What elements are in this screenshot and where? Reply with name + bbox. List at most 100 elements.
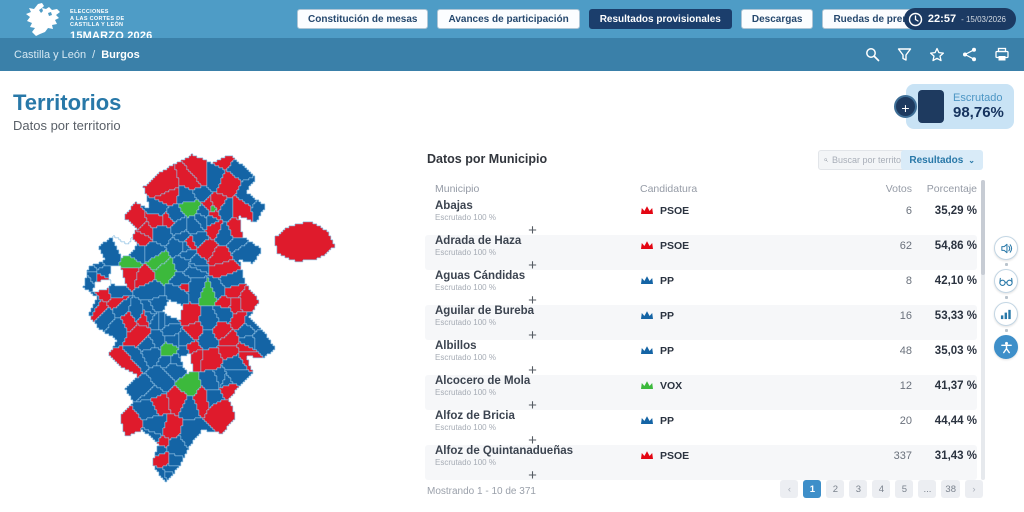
- votes-value: 20: [899, 415, 912, 427]
- expand-row-button[interactable]: +: [528, 397, 537, 414]
- expand-row-button[interactable]: +: [528, 292, 537, 309]
- share-icon[interactable]: [962, 47, 977, 62]
- expand-row-button[interactable]: +: [528, 222, 537, 239]
- expand-row-button[interactable]: +: [528, 467, 537, 484]
- divider-dot: [1004, 296, 1008, 299]
- results-dropdown[interactable]: Resultados ⌄: [901, 150, 983, 170]
- column-municipio: Municipio: [435, 183, 480, 195]
- scrollbar-thumb[interactable]: [981, 180, 985, 275]
- page-button-2[interactable]: 2: [826, 480, 845, 498]
- table-row[interactable]: Aguas Cándidas Escrutado 100 % PP 8 42,10 % +: [425, 270, 977, 309]
- party-cell: PSOE: [640, 450, 808, 463]
- municipality-data-panel: Datos por Municipio Resultados ⌄ Municip…: [425, 150, 985, 506]
- expand-row-button[interactable]: +: [528, 327, 537, 344]
- municipality-cell: Aguas Cándidas Escrutado 100 %: [425, 270, 640, 292]
- page-button-1[interactable]: 1: [803, 480, 822, 498]
- party-icon: [640, 415, 654, 428]
- table-row[interactable]: Abajas Escrutado 100 % PSOE 6 35,29 % +: [425, 200, 977, 239]
- prev-page-button[interactable]: ‹: [780, 480, 799, 498]
- clock-icon: [908, 12, 923, 26]
- party-cell: PP: [640, 345, 808, 358]
- logo-line3: CASTILLA Y LEÓN: [70, 22, 124, 28]
- chevron-down-icon: ⌄: [968, 155, 975, 165]
- party-label: PP: [660, 415, 675, 427]
- results-count: Mostrando 1 - 10 de 371: [427, 486, 536, 497]
- nav-button-2[interactable]: Resultados provisionales: [588, 9, 732, 29]
- party-crown-icon: [641, 205, 653, 214]
- municipality-name: Alcocero de Mola: [435, 375, 531, 387]
- municipality-scrutiny: Escrutado 100 %: [435, 213, 496, 222]
- page-button-3[interactable]: 3: [849, 480, 868, 498]
- party-label: PP: [660, 310, 675, 322]
- municipality-scrutiny: Escrutado 100 %: [435, 318, 496, 327]
- party-cell: PSOE: [640, 240, 808, 253]
- nav-button-1[interactable]: Avances de participación: [437, 9, 580, 29]
- expand-row-button[interactable]: +: [528, 362, 537, 379]
- percentage-value: 35,29 %: [934, 205, 977, 217]
- nav-button-0[interactable]: Constitución de mesas: [297, 9, 429, 29]
- reading-glasses-icon: [999, 277, 1013, 286]
- table-row[interactable]: Alfoz de Bricia Escrutado 100 % PP 20 44,44 …: [425, 410, 977, 449]
- party-crown-icon: [641, 240, 653, 249]
- party-icon: [640, 450, 654, 463]
- party-crown-icon: [641, 345, 653, 354]
- percentage-value: 31,43 %: [934, 450, 977, 462]
- municipality-table-body: Abajas Escrutado 100 % PSOE 6 35,29 % + Adrada…: [425, 200, 977, 484]
- table-row[interactable]: Albillos Escrutado 100 % PP 48 35,03 % +: [425, 340, 977, 379]
- municipality-scrutiny: Escrutado 100 %: [435, 388, 496, 397]
- party-label: PP: [660, 275, 675, 287]
- municipality-scrutiny: Escrutado 100 %: [435, 353, 496, 362]
- column-votos: Votos: [885, 183, 912, 195]
- votes-value: 62: [899, 240, 912, 252]
- page-subtitle: Datos por territorio: [13, 118, 121, 133]
- page-button-38[interactable]: 38: [941, 480, 960, 498]
- scrutiny-value: 98,76%: [953, 104, 1004, 121]
- table-row[interactable]: Alfoz de Quintanadueñas Escrutado 100 % PS…: [425, 445, 977, 484]
- table-row[interactable]: Adrada de Haza Escrutado 100 % PSOE 62 54,86…: [425, 235, 977, 274]
- nav-button-3[interactable]: Descargas: [740, 9, 814, 29]
- percentage-value: 41,37 %: [934, 380, 977, 392]
- logo-line2: A LAS CORTES DE: [70, 15, 125, 22]
- search-icon[interactable]: [865, 47, 880, 62]
- breadcrumb-province: Burgos: [101, 48, 140, 61]
- table-scrollbar[interactable]: [981, 180, 985, 480]
- stats-button[interactable]: [994, 302, 1018, 326]
- accessibility-button[interactable]: [994, 335, 1018, 359]
- expand-row-button[interactable]: +: [528, 257, 537, 274]
- party-icon: [640, 205, 654, 218]
- territory-search-input[interactable]: [832, 155, 902, 165]
- table-row[interactable]: Alcocero de Mola Escrutado 100 % VOX 12 41,3…: [425, 375, 977, 414]
- municipality-scrutiny: Escrutado 100 %: [435, 283, 496, 292]
- territory-search[interactable]: [818, 150, 908, 170]
- percentage-value: 44,44 %: [934, 415, 977, 427]
- municipality-cell: Adrada de Haza Escrutado 100 %: [425, 235, 640, 257]
- page-title: Territorios: [13, 90, 122, 115]
- toolbar: [865, 47, 1010, 63]
- page-button-5[interactable]: 5: [895, 480, 914, 498]
- star-icon[interactable]: [929, 47, 945, 63]
- column-porcentaje: Porcentaje: [926, 183, 977, 195]
- table-row[interactable]: Aguilar de Bureba Escrutado 100 % PP 16 53,3…: [425, 305, 977, 344]
- party-cell: VOX: [640, 380, 808, 393]
- party-icon: [640, 275, 654, 288]
- municipality-scrutiny: Escrutado 100 %: [435, 423, 496, 432]
- clock-widget: 22:57 - 15/03/2026: [903, 8, 1016, 30]
- site-logo[interactable]: ELECCIONES A LAS CORTES DE CASTILLA Y LE…: [26, 3, 153, 42]
- page-button-4[interactable]: 4: [872, 480, 891, 498]
- page-button-...[interactable]: ...: [918, 480, 937, 498]
- print-icon[interactable]: [994, 47, 1010, 62]
- scrutiny-expand-button[interactable]: +: [894, 95, 917, 118]
- scrutiny-label: Escrutado: [953, 92, 1003, 104]
- results-dropdown-label: Resultados: [909, 154, 964, 166]
- easy-reading-button[interactable]: [994, 269, 1018, 293]
- breadcrumb-region[interactable]: Castilla y León: [14, 48, 87, 61]
- expand-row-button[interactable]: +: [528, 432, 537, 449]
- party-crown-icon: [641, 450, 653, 459]
- municipality-cell: Alfoz de Bricia Escrutado 100 %: [425, 410, 640, 432]
- audio-button[interactable]: [994, 236, 1018, 260]
- scrutiny-badge: + Escrutado 98,76%: [894, 84, 1014, 129]
- next-page-button[interactable]: ›: [965, 480, 983, 498]
- party-cell: PP: [640, 310, 808, 323]
- burgos-municipality-map[interactable]: [55, 148, 390, 488]
- filter-icon[interactable]: [897, 47, 912, 62]
